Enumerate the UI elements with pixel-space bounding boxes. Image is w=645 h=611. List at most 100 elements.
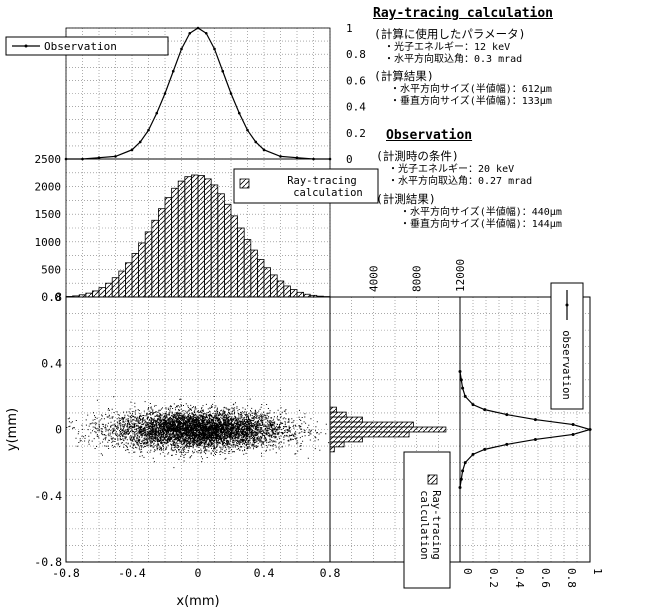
histogram-top-bar [157,208,166,298]
histogram-top-bar [98,287,106,298]
histogram-top-bar [190,174,199,298]
observation-top-point [328,157,332,161]
observation-right-point [588,428,592,431]
observation-right-point [571,423,575,427]
histogram-top-bar [237,227,245,298]
observation-right-point [459,378,463,382]
observation-right-point [505,413,509,417]
observation-top-point [254,140,258,144]
observation-top-point [279,155,282,158]
histogram-top-bar [177,180,186,298]
histogram-top-bar [92,290,100,298]
observation-top-legend-label: Observation [44,40,117,53]
histogram-top-bar [72,295,80,298]
scatter-xtick: 0.4 [254,566,275,580]
observation-right-point [463,461,467,465]
scatter-ytick: 0 [55,423,62,437]
scatter-xtick: 0 [195,566,202,580]
histogram-right-legend [403,451,451,589]
histogram-top-bar [164,197,172,298]
histogram-right-bar [329,416,363,423]
observation-right-point [533,418,537,422]
observation-top-point [237,111,241,115]
scatter-ylabel: y(mm) [5,408,20,451]
observation-right-legend-marker [565,303,569,307]
histogram-top-bar [270,274,278,298]
observation-right-xtick: 0.6 [539,568,552,588]
observation-top-point [171,69,175,73]
observation-right-point [458,485,462,489]
observation-top-point [295,156,299,159]
histogram-top-bar [276,280,285,298]
histogram-top-bar [217,193,225,298]
data-marks [5,26,593,589]
histogram-top-bar [184,176,192,298]
obs-params-heading: (計測時の条件) [376,149,459,163]
observation-top-point [147,128,150,132]
observation-top-point [312,157,315,161]
ray-param-energy: ・光子エネルギー：12 keV [384,42,511,53]
observation-right-point [463,394,467,398]
observation-top-ytick: 0.4 [346,101,366,114]
observation-title: Observation [386,128,473,143]
histogram-top-bar [118,270,126,298]
ray-params-heading: (計算に使用したパラメータ) [374,27,526,41]
observation-right-point [533,437,537,441]
axis-text: 10.80.60.40.20Observation250020001500100… [5,22,604,609]
observation-right-point [459,477,463,481]
scatter-xtick: 0.8 [320,566,341,580]
scatter-ytick: 0.8 [41,290,62,304]
histogram-right-bar [329,446,335,453]
observation-right-point [471,403,475,407]
observation-top-point [114,155,117,158]
observation-right-point [471,452,475,456]
histogram-top-legend-swatch [239,178,250,189]
histogram-top-bar [303,293,311,298]
observation-top-point [155,111,159,115]
scatter-ytick: 0.4 [41,356,62,370]
histogram-top-bar [65,296,73,298]
histogram-top-ytick: 0 [54,291,61,304]
observation-top-ytick: 0.2 [346,127,366,140]
histogram-right-bar [329,436,363,443]
histogram-top-legend-label: Ray-tracing [287,175,357,187]
ray-result-horizontal: ・水平方向サイズ(半値幅)：612μm [390,84,552,95]
observation-right-point [458,370,462,374]
histogram-right-legend-label: calculation [418,490,430,560]
histogram-right-bar [329,421,414,428]
histogram-top-bar [210,184,219,298]
observation-top-point [188,31,192,35]
observation-right-legend-label: observation [560,330,572,400]
obs-param-energy: ・光子エネルギー：20 keV [388,164,515,175]
ray-param-angle: ・水平方向取込角：0.3 mrad [384,54,523,65]
histogram-right-legend-swatch [427,474,438,485]
observation-right-point [483,447,487,451]
observation-top-legend [5,36,169,56]
observation-top-point [81,157,84,161]
observation-top-ytick: 0.8 [346,48,366,61]
observation-top-ytick: 1 [346,22,353,35]
histogram-right-bar [329,411,347,418]
observation-top-point [246,128,249,132]
observation-top-point [221,69,225,73]
scatter-xtick: -0.4 [118,566,146,580]
histogram-top-bar [243,239,252,298]
histogram-top-ytick: 2000 [35,181,62,194]
histogram-top-bar [138,242,146,298]
ray-result-vertical: ・垂直方向サイズ(半値幅)：133μm [390,96,552,107]
histogram-right-xtick: 12000 [454,259,467,292]
scatter-ytick: -0.8 [34,555,62,569]
histogram-right-xtick: 8000 [411,266,424,293]
histogram-top-bar [125,262,133,298]
observation-top-point [229,92,233,95]
observation-right-point [483,408,487,412]
observation-right-xtick: 0.2 [487,568,500,588]
histogram-top-bar [131,252,139,298]
histogram-top-legend-label: calculation [293,187,363,199]
histogram-right-xtick: 4000 [367,266,380,293]
observation-right-xtick: 0.8 [565,568,578,588]
observation-right-point [461,469,465,473]
scatter-xlabel: x(mm) [176,594,219,609]
histogram-top-bar [204,178,212,298]
histogram-top-bar [256,259,265,298]
